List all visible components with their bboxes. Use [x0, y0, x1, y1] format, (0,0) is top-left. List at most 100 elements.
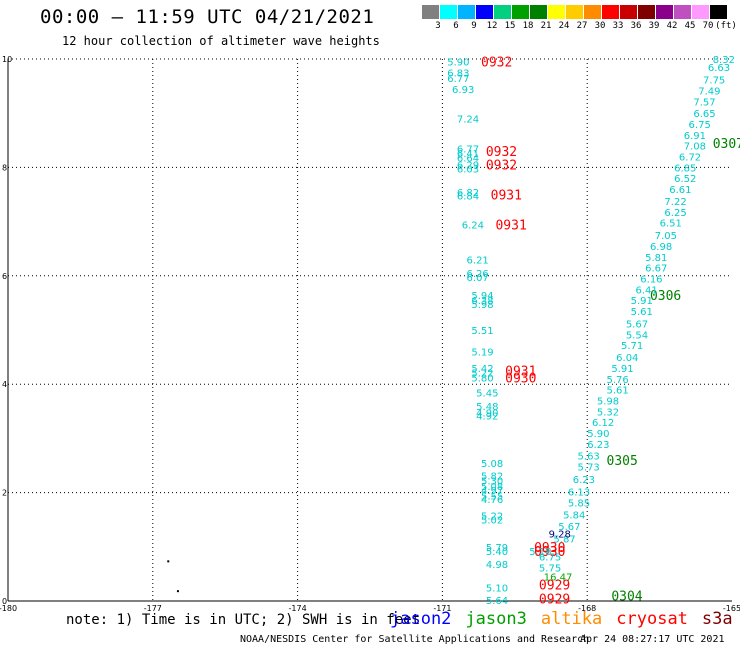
timestamp: Apr 24 08:27:17 UTC 2021 [580, 634, 725, 645]
data-point-label: 6.24 [462, 220, 484, 231]
color-scale-swatch [422, 5, 440, 19]
data-point-label: 6.07 [467, 273, 489, 284]
data-point-label: 5.94 [471, 291, 493, 302]
data-marker [176, 590, 179, 593]
data-point-label: 4.97 [481, 486, 503, 497]
data-point-label: 4.90 [476, 408, 498, 419]
data-point-label: 6.21 [467, 256, 489, 267]
x-tick-label: -171 [433, 604, 451, 613]
data-point-label: 5.63 [578, 452, 600, 463]
color-scale-label: 9 [471, 21, 477, 31]
data-point-label: 5.02 [481, 516, 503, 527]
data-point-label: 6.63 [708, 63, 730, 74]
data-point-label: 0304 [611, 590, 642, 605]
data-point-label: 0929 [539, 592, 570, 607]
data-point-label: 5.40 [486, 547, 508, 558]
x-tick-label: -177 [144, 604, 162, 613]
color-scale-label: 12 [486, 21, 498, 31]
data-point-label: 0306 [650, 289, 681, 304]
data-point-label: 7.75 [703, 76, 725, 87]
data-point-label: 5.90 [587, 429, 609, 440]
data-point-label: 0932 [481, 56, 512, 71]
color-scale-label: 21 [540, 21, 552, 31]
data-marker [167, 560, 170, 563]
data-point-label: 5.08 [481, 459, 503, 470]
satellite-legend: jason2 jason3 altika cryosat s3a [390, 609, 740, 629]
color-scale-swatch [692, 5, 710, 19]
data-point-label: 5.45 [476, 388, 498, 399]
data-point-label: 6.03 [457, 164, 479, 175]
data-point-label: 6.23 [587, 440, 609, 451]
data-point-label: 6.25 [664, 208, 686, 219]
color-scale-label: 42 [666, 21, 678, 31]
data-point-label: 6.91 [684, 131, 706, 142]
color-scale-label: 70 [702, 21, 714, 31]
data-point-label: 5.79 [486, 543, 508, 554]
data-point-label: 0931 [495, 218, 526, 233]
data-point-label: 5.22 [481, 511, 503, 522]
data-point-label: 6.52 [674, 174, 696, 185]
color-scale-swatch [620, 5, 638, 19]
color-scale-swatch [494, 5, 512, 19]
data-point-label: 5.81 [645, 253, 667, 264]
chart-subtitle: 12 hour collection of altimeter wave hei… [62, 34, 380, 48]
data-point-label: 9.28 [549, 529, 571, 540]
color-scale-label: 24 [558, 21, 570, 31]
data-point-label: 6.65 [693, 109, 715, 120]
data-point-label: 5.98 [471, 300, 493, 311]
data-point-label: 5.98 [597, 396, 619, 407]
data-point-label: 5.76 [607, 375, 629, 386]
data-point-label: 6.38 [471, 296, 493, 307]
color-scale-label: 6 [453, 21, 459, 31]
color-scale-label: 36 [630, 21, 642, 31]
data-point-label: 16.47 [544, 573, 573, 584]
data-point-label: 5.42 [471, 364, 493, 375]
color-scale-label: 15 [504, 21, 516, 31]
color-scale-swatch [476, 5, 494, 19]
data-point-label: 6.26 [467, 269, 489, 280]
data-point-label: 6.67 [645, 264, 667, 275]
color-scale-label: 33 [612, 21, 624, 31]
data-point-label: 6.83 [447, 69, 469, 80]
color-scale-label: 30 [594, 21, 606, 31]
data-point-label: 5.71 [621, 341, 643, 352]
data-point-label: 5.61 [607, 386, 629, 397]
legend-cryosat: cryosat [616, 609, 688, 629]
data-point-label: 5.08 [481, 482, 503, 493]
data-point-label: 5.30 [481, 477, 503, 488]
color-scale-swatch [638, 5, 656, 19]
color-scale-swatch [602, 5, 620, 19]
color-scale-label: 18 [522, 21, 534, 31]
data-point-label: 8.32 [713, 55, 735, 66]
data-point-label: 5.73 [578, 463, 600, 474]
data-point-label: 6.85 [674, 163, 696, 174]
y-tick-label: 2 [2, 489, 7, 498]
data-point-label: 5.55 [481, 491, 503, 502]
color-scale-label: 27 [576, 21, 588, 31]
data-point-label: 0930 [534, 545, 565, 560]
y-tick-label: 6 [2, 272, 7, 281]
data-point-label: 0305 [607, 454, 638, 469]
x-tick-label: -168 [578, 604, 596, 613]
data-point-label: 0931 [505, 365, 536, 380]
y-tick-label: 10 [2, 55, 12, 64]
data-point-label: 6.23 [573, 475, 595, 486]
x-tick-label: -174 [289, 604, 307, 613]
data-point-label: 6.84 [457, 192, 479, 203]
color-scale-swatch [440, 5, 458, 19]
data-point-label: 6.41 [457, 149, 479, 160]
color-scale-swatch [530, 5, 548, 19]
color-scale-bar [422, 5, 728, 19]
data-point-label: 6.61 [669, 185, 691, 196]
data-point-label: 5.48 [476, 402, 498, 413]
data-point-label: 6.72 [679, 153, 701, 164]
color-scale-label: (ft) [715, 21, 737, 31]
data-point-label: 5.87 [553, 535, 575, 546]
data-point-label: 4.76 [481, 495, 503, 506]
legend-s3a: s3a [701, 609, 733, 629]
color-scale-swatch [566, 5, 584, 19]
data-point-label: 6.41 [635, 285, 657, 296]
data-point-label: 6.75 [689, 120, 711, 131]
legend-jason3: jason3 [465, 609, 527, 629]
data-point-label: 5.51 [471, 326, 493, 337]
